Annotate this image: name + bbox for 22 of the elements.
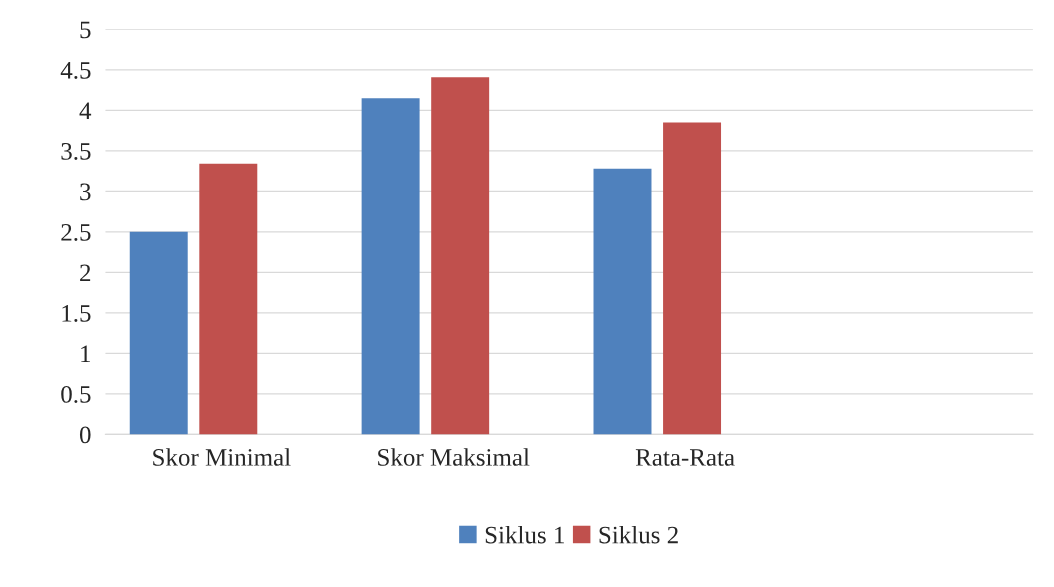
- y-tick-label: 3.5: [61, 142, 91, 160]
- y-tick-label: 5: [80, 21, 91, 39]
- bar: [361, 98, 420, 435]
- legend-label: Siklus 2: [599, 525, 678, 544]
- x-tick-label: Skor Minimal: [153, 448, 291, 466]
- bar: [593, 168, 652, 435]
- y-tick-label: 3: [80, 183, 91, 201]
- bar: [129, 231, 188, 435]
- y-tick-label: 1: [81, 345, 91, 363]
- y-tick-label: 4.5: [60, 62, 91, 79]
- y-tick-label: 0.5: [61, 385, 91, 403]
- legend-label: Siklus 1: [485, 525, 564, 544]
- x-tick-label: Rata-Rata: [635, 449, 735, 466]
- bar: [663, 122, 722, 435]
- y-tick-label: 1.5: [62, 305, 91, 322]
- y-tick-label: 2.5: [61, 223, 91, 241]
- y-tick-label: 4: [79, 102, 92, 120]
- bar: [431, 77, 490, 435]
- y-tick-label: 0: [79, 426, 91, 444]
- bar: [199, 163, 258, 435]
- y-tick-label: 2: [80, 264, 91, 282]
- x-tick-label: Skor Maksimal: [378, 448, 530, 466]
